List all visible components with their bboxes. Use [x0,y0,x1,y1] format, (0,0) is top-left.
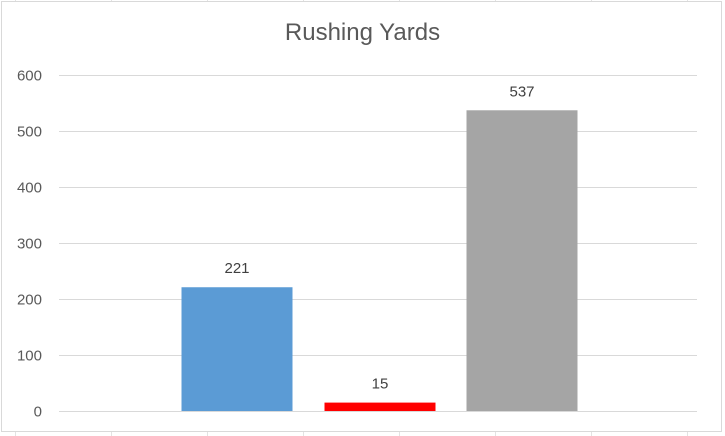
y-tick-label: 0 [34,404,42,421]
bar-2[interactable] [324,402,436,411]
bars [181,110,578,411]
chart-title: Rushing Yards [284,19,441,46]
y-tick-label: 200 [17,292,42,309]
y-tick-label: 400 [17,180,42,197]
gridlines [59,75,697,412]
bar-1[interactable] [181,287,293,411]
data-label-3: 537 [509,83,534,100]
data-labels: 221 15 537 [224,83,534,392]
data-label-2: 15 [372,376,389,393]
y-tick-label: 300 [17,236,42,253]
bar-3[interactable] [466,110,578,411]
y-tick-label: 500 [17,124,42,141]
data-label-1: 221 [224,260,249,277]
y-tick-label: 600 [17,68,42,85]
y-tick-label: 100 [17,348,42,365]
y-axis-ticks: 0 100 200 300 400 500 600 [17,68,42,421]
